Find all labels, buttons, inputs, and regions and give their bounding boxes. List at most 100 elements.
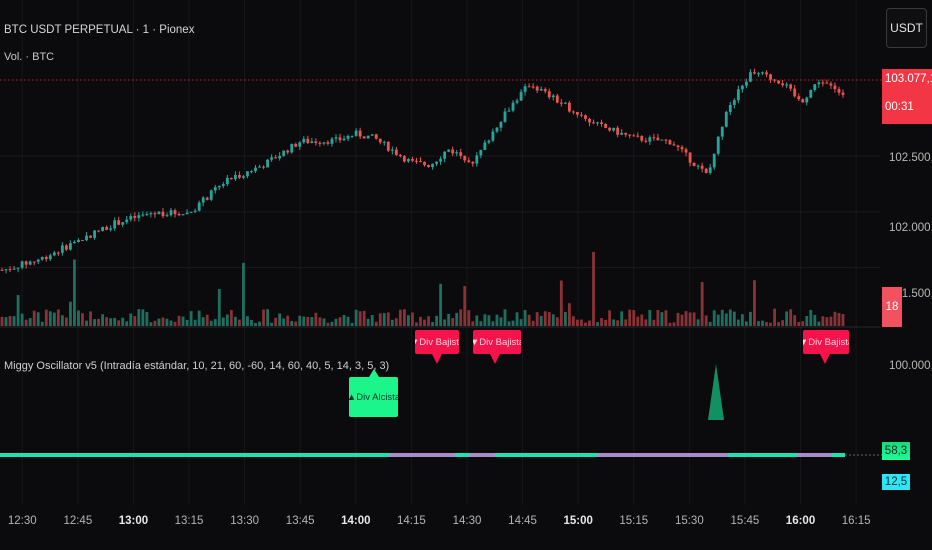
candle-body <box>419 161 422 163</box>
candle-body <box>370 134 374 136</box>
volume-bar <box>664 310 668 326</box>
volume-bar <box>133 316 137 326</box>
candle-body <box>660 139 664 141</box>
candle-body <box>495 127 499 132</box>
candle-body <box>728 104 732 112</box>
volume-bar <box>266 309 269 326</box>
candle-body <box>801 99 805 103</box>
volume-bar <box>571 316 575 326</box>
volume-bar <box>101 314 105 326</box>
time-axis-label: 12:45 <box>63 515 93 527</box>
candle-body <box>205 197 209 200</box>
candle-body <box>73 241 76 244</box>
candle-body <box>567 102 571 112</box>
candle-body <box>451 149 455 154</box>
volume-bar <box>4 317 8 326</box>
volume-bar <box>781 320 785 326</box>
candle-body <box>386 141 390 151</box>
volume-bar <box>415 322 418 326</box>
candle-body <box>270 157 274 160</box>
volume-bar <box>358 311 362 326</box>
volume-bar <box>398 309 402 326</box>
candle-body <box>229 177 233 180</box>
volume-bar <box>652 319 656 326</box>
candle-body <box>56 252 60 254</box>
volume-bar <box>153 320 157 326</box>
candle-body <box>600 122 603 124</box>
volume-bar <box>362 310 366 326</box>
candle-body <box>423 161 426 166</box>
volume-bar <box>672 322 676 326</box>
volume-bar <box>419 316 422 326</box>
candle-body <box>197 202 201 211</box>
candle-body <box>592 122 595 124</box>
candle-body <box>334 137 338 139</box>
candle-body <box>479 149 483 156</box>
symbol-title[interactable]: BTC USDT PERPETUAL · 1 · Pionex <box>4 24 195 36</box>
candle-body <box>805 97 809 103</box>
currency-button[interactable]: USDT <box>886 8 927 48</box>
volume-bar <box>36 312 40 326</box>
candle-body <box>769 74 772 80</box>
candle-body <box>402 156 406 162</box>
volume-bar <box>85 320 88 326</box>
volume-bar <box>213 319 217 326</box>
candle-body <box>16 267 20 269</box>
candle-body <box>117 220 121 225</box>
volume-bar <box>129 313 133 326</box>
volume-bar <box>137 309 141 326</box>
time-axis-label: 14:30 <box>452 515 482 527</box>
volume-bar <box>60 315 64 326</box>
volume-bar <box>745 321 748 326</box>
candle-body <box>105 226 109 230</box>
volume-bar <box>318 317 322 326</box>
candle-body <box>398 154 402 157</box>
candle-body <box>20 261 24 268</box>
candle-body <box>209 190 213 200</box>
candle-body <box>165 215 169 217</box>
candle-body <box>785 84 789 86</box>
candle-body <box>330 138 334 144</box>
volume-bar <box>390 319 394 326</box>
candle-body <box>559 102 563 104</box>
candle-body <box>262 166 265 168</box>
volume-bar <box>407 315 410 326</box>
candle-body <box>201 197 205 203</box>
volume-bar <box>181 316 185 326</box>
candle-body <box>833 85 837 90</box>
volume-bar <box>483 314 487 326</box>
candle-body <box>817 82 821 85</box>
volume-bar <box>52 312 56 326</box>
candle-body <box>294 143 298 147</box>
candle-body <box>64 245 68 250</box>
candle-body <box>515 100 519 103</box>
volume-label[interactable]: Vol. · BTC <box>4 51 55 63</box>
volume-bar <box>12 316 16 326</box>
candle-body <box>4 269 8 271</box>
candle-body <box>189 211 193 213</box>
candle-body <box>777 80 781 84</box>
volume-bar <box>270 322 274 326</box>
candle-body <box>753 72 756 74</box>
candle-body <box>740 85 744 90</box>
volume-bar <box>624 319 628 326</box>
indicator-label[interactable]: Miggy Oscillator v5 (Intradía estándar, … <box>4 360 390 372</box>
candle-body <box>704 168 708 173</box>
candle-body <box>664 139 668 141</box>
candle-body <box>374 134 378 139</box>
volume-bar <box>696 319 700 326</box>
candle-body <box>181 214 185 216</box>
time-axis-label: 16:00 <box>785 515 816 527</box>
volume-bar <box>225 314 229 326</box>
volume-bar <box>773 308 776 326</box>
candle-body <box>539 89 543 91</box>
candle-body <box>700 165 704 169</box>
candle-body <box>342 138 346 141</box>
candle-body <box>765 72 768 75</box>
candle-body <box>527 86 531 88</box>
candle-body <box>656 137 660 141</box>
time-axis-label: 14:15 <box>396 515 426 527</box>
volume-bar <box>596 322 599 326</box>
candle-body <box>745 81 748 86</box>
